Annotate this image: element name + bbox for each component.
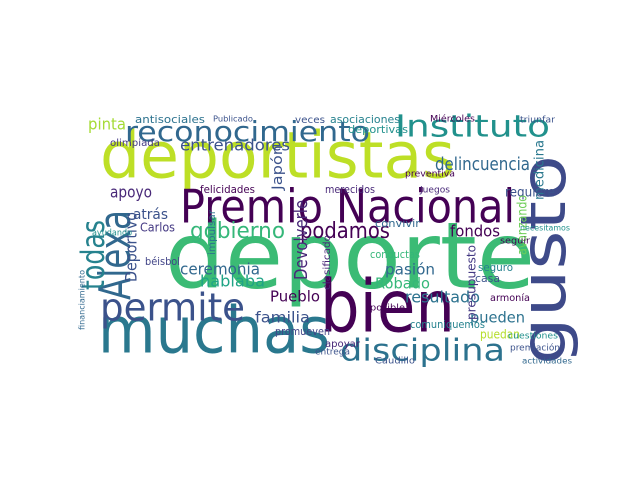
- word: deportivas: [348, 123, 408, 136]
- word: fondos: [450, 222, 500, 241]
- word: podamos: [300, 219, 390, 244]
- word: olimpiada: [110, 138, 160, 149]
- word: clasificado: [322, 235, 333, 290]
- word: deporte: [165, 202, 535, 309]
- word: reconocimiento: [125, 115, 370, 148]
- word: casa: [475, 272, 500, 285]
- word: gobierno: [190, 219, 285, 244]
- word: gusto: [507, 155, 580, 365]
- word: béisbol: [145, 255, 180, 268]
- word: familia: [255, 309, 310, 327]
- word: medicina: [533, 140, 548, 200]
- word: Japón: [270, 145, 286, 191]
- word: atrás: [133, 207, 168, 223]
- word: Instituto: [395, 110, 550, 145]
- word: Robado: [375, 275, 430, 293]
- word: antisociales: [135, 113, 205, 126]
- word: Miércoles: [430, 114, 475, 125]
- word: avanzando: [516, 195, 531, 255]
- word: disciplina: [340, 334, 505, 369]
- word: comuniquemos: [410, 318, 485, 331]
- word: Pueblo: [270, 288, 320, 306]
- word: Juegos: [419, 186, 450, 196]
- word: pueden: [470, 309, 525, 327]
- word: resultado: [405, 288, 480, 307]
- word: todas: [74, 220, 112, 290]
- word: premiación: [510, 343, 560, 354]
- word: merecidos: [325, 183, 375, 196]
- word: cuestiones: [508, 332, 558, 342]
- word: bien: [320, 265, 455, 349]
- word: ayudando: [92, 229, 132, 239]
- word: muchas: [98, 295, 330, 369]
- word: asociaciones: [330, 113, 400, 126]
- word: Publicado: [213, 115, 253, 124]
- word: permite: [100, 286, 245, 330]
- word: convivir: [375, 217, 420, 230]
- word: deportistas: [100, 120, 455, 194]
- word: apoyar: [325, 339, 361, 350]
- word: entrenadores: [180, 136, 290, 155]
- word: pinta: [88, 115, 126, 134]
- word: necesitamos: [520, 224, 570, 233]
- word: preventiva: [405, 170, 455, 180]
- word: apoyo: [110, 183, 152, 202]
- word: veces: [295, 115, 325, 126]
- word: actividades: [522, 357, 572, 366]
- word: Deportivo: [122, 212, 141, 282]
- word: seguro: [478, 261, 513, 274]
- word: financiamiento: [78, 270, 87, 330]
- word: ceremonia: [180, 260, 260, 279]
- word: Devolverle: [291, 200, 312, 280]
- word: requiere: [505, 186, 555, 201]
- word: Premio Nacional: [180, 180, 515, 234]
- word: delincuencia: [435, 154, 530, 175]
- word: Caudillo: [375, 357, 416, 367]
- word: armonía: [490, 292, 530, 304]
- word: posible: [370, 304, 405, 314]
- cloud-area: [75, 115, 565, 373]
- word: felicidades: [200, 183, 255, 196]
- word: puedan: [480, 328, 520, 342]
- word: pasión: [385, 261, 435, 279]
- word: impulsar: [207, 209, 218, 255]
- word: hablaba: [200, 272, 265, 291]
- word: entrega: [315, 348, 350, 358]
- word: presupuesto: [465, 245, 479, 320]
- word: triunfar: [520, 116, 555, 126]
- word: conductas: [370, 248, 420, 261]
- word: Carlos: [140, 221, 175, 235]
- word: seguir: [500, 237, 530, 247]
- word: promueven: [275, 325, 330, 338]
- word: Alexa: [90, 210, 141, 300]
